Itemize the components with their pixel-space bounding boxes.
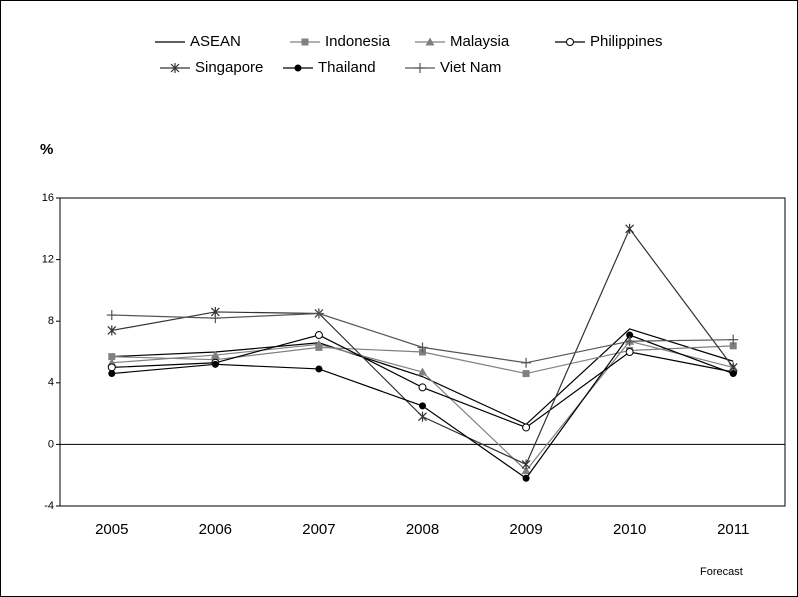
legend-marker xyxy=(301,38,309,46)
marker xyxy=(625,348,634,356)
marker xyxy=(521,357,532,368)
marker xyxy=(522,370,530,378)
annotation: Forecast xyxy=(700,566,743,578)
marker xyxy=(625,223,635,234)
marker xyxy=(107,363,116,372)
marker xyxy=(419,402,426,410)
marker xyxy=(108,353,116,361)
marker xyxy=(418,367,427,376)
legend-label: Philippines xyxy=(590,33,663,50)
x-tick-label: 2007 xyxy=(302,521,335,538)
y-tick-label: 0 xyxy=(48,438,54,450)
legend-label: Malaysia xyxy=(450,33,510,50)
marker xyxy=(522,423,531,432)
x-tick-label: 2005 xyxy=(95,521,128,538)
y-tick-label: 16 xyxy=(42,192,54,204)
x-tick-label: 2008 xyxy=(406,521,439,538)
marker xyxy=(417,342,428,353)
legend-label: ASEAN xyxy=(190,33,241,50)
marker xyxy=(728,334,739,345)
marker xyxy=(108,370,116,378)
legend-marker xyxy=(170,63,180,73)
marker xyxy=(521,466,531,475)
marker xyxy=(210,350,220,359)
legend-label: Singapore xyxy=(195,59,263,76)
marker xyxy=(315,365,323,373)
marker xyxy=(418,383,427,392)
legend-marker xyxy=(294,64,302,72)
y-tick-label: -4 xyxy=(44,500,54,512)
x-tick-label: 2006 xyxy=(199,521,232,538)
marker xyxy=(729,370,737,378)
x-tick-label: 2011 xyxy=(717,521,749,538)
y-tick-label: 8 xyxy=(48,315,54,327)
marker xyxy=(211,360,219,368)
marker xyxy=(626,331,634,339)
marker xyxy=(106,310,117,321)
legend-marker xyxy=(566,38,574,46)
legend-label: Viet Nam xyxy=(440,59,501,76)
marker xyxy=(522,474,530,482)
x-tick-label: 2010 xyxy=(613,521,646,538)
marker xyxy=(210,313,221,324)
legend-label: Indonesia xyxy=(325,33,391,50)
legend-marker xyxy=(425,37,435,46)
marker xyxy=(521,459,531,470)
marker xyxy=(314,339,324,348)
legend-marker xyxy=(415,63,425,73)
y-tick-label: 12 xyxy=(42,254,54,266)
y-tick-label: 4 xyxy=(48,377,54,389)
marker xyxy=(314,331,323,340)
marker xyxy=(624,336,635,347)
marker xyxy=(107,325,117,336)
y-axis-label: % xyxy=(40,141,53,158)
marker xyxy=(313,308,324,319)
plot-area xyxy=(59,197,786,507)
marker xyxy=(729,342,737,350)
marker xyxy=(418,411,427,422)
x-tick-label: 2009 xyxy=(509,521,542,538)
legend-label: Thailand xyxy=(318,59,376,76)
